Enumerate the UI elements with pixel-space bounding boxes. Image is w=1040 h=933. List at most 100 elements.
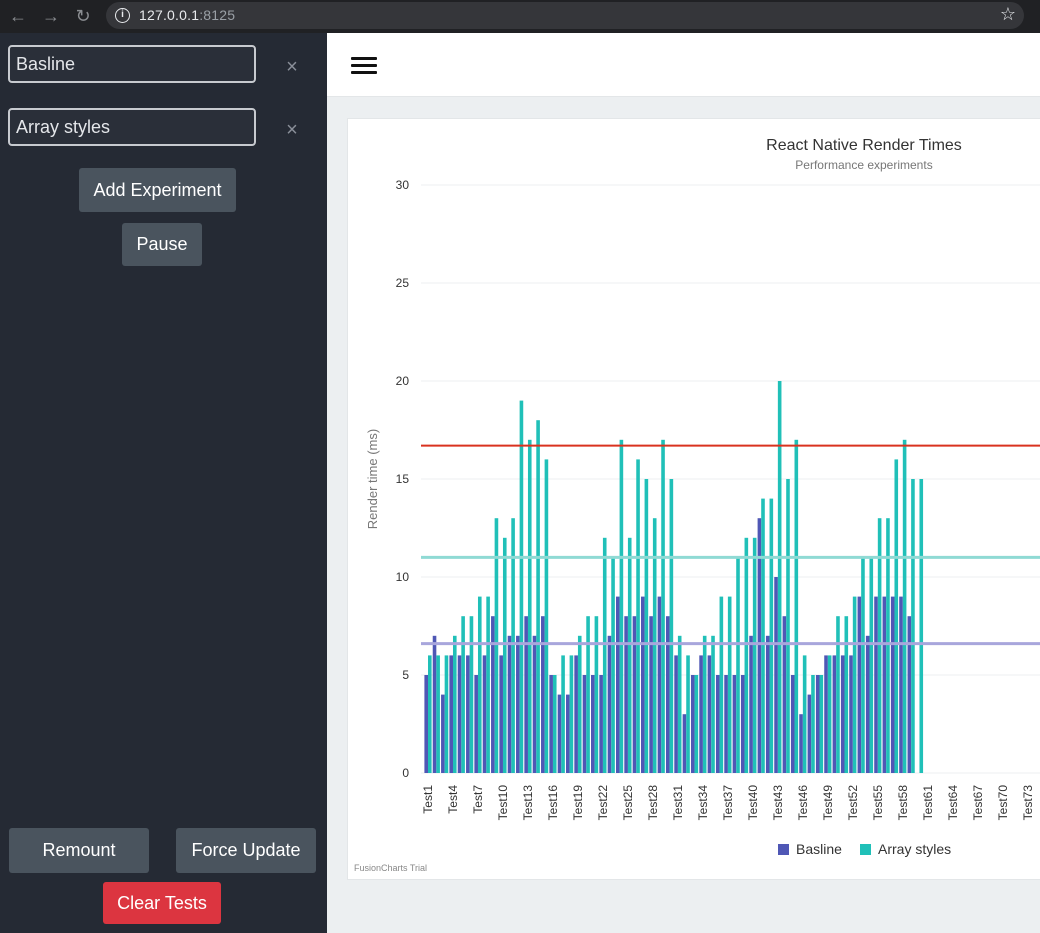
bar-basline [424,675,428,773]
url-host: 127.0.0.1 [139,7,200,23]
bar-basline [449,655,453,773]
bar-basline [715,675,720,773]
bar-array-styles [627,537,632,773]
chart-card: React Native Render Times Performance exp… [347,118,1040,880]
bar-basline [749,635,753,773]
site-info-icon[interactable]: i [115,8,130,23]
forward-arrow-icon[interactable]: → [42,6,60,26]
bar-basline [640,596,645,773]
bar-basline [732,675,737,773]
bar-basline [524,616,528,773]
hamburger-menu-icon[interactable] [351,57,377,75]
x-tick-label: Test25 [621,785,635,821]
bar-array-styles [736,557,740,773]
x-tick-label: Test16 [546,785,560,821]
back-arrow-icon[interactable]: ← [9,6,27,26]
bar-basline [674,655,678,773]
render-times-chart: React Native Render Times Performance exp… [365,137,1040,857]
url-port: :8125 [199,7,236,23]
y-tick-label: 25 [396,276,410,290]
bar-array-styles [652,518,657,773]
top-app-bar [327,33,1040,97]
legend-swatch-array-styles [860,844,871,855]
bar-array-styles [444,655,449,773]
remount-button[interactable]: Remount [9,828,149,873]
experiment-name-input-2[interactable] [8,108,256,146]
x-tick-label: Test19 [571,785,585,821]
chart-subtitle: Performance experiments [795,158,932,172]
bar-basline [441,694,445,773]
bar-basline [815,675,820,773]
clear-tests-button[interactable]: Clear Tests [103,882,221,924]
bar-basline [824,655,828,773]
bar-array-styles [802,655,807,773]
bar-basline [516,635,520,773]
x-tick-label: Test13 [521,785,535,821]
bar-basline [541,616,545,773]
bar-basline [857,596,862,773]
remove-experiment-1-icon[interactable]: × [286,56,298,78]
bar-array-styles [661,439,665,773]
bar-array-styles [619,439,624,773]
experiment-name-input-1[interactable] [8,45,256,83]
chart-title: React Native Render Times [766,137,962,154]
bar-array-styles [911,479,915,773]
address-bar[interactable]: i 127.0.0.1:8125 ☆ [106,2,1024,29]
bar-array-styles [636,459,640,773]
bar-array-styles [586,616,590,773]
bar-array-styles [719,596,724,773]
x-tick-label: Test7 [471,785,485,814]
bar-array-styles [486,596,490,773]
bar-array-styles [536,420,540,773]
y-tick-label: 10 [396,570,410,584]
reload-icon[interactable]: ↻ [75,6,91,26]
bar-array-styles [561,655,565,773]
bar-array-styles [752,537,757,773]
bar-basline [807,694,812,773]
bar-array-styles [761,498,765,773]
bar-array-styles [894,459,899,773]
bar-basline [874,596,878,773]
pause-button[interactable]: Pause [122,223,202,266]
bar-basline [615,596,620,773]
bar-basline [532,635,537,773]
bar-array-styles [477,596,482,773]
bar-array-styles [594,616,599,773]
bar-array-styles [644,479,649,773]
bar-basline [566,694,570,773]
bar-array-styles [727,596,732,773]
bar-array-styles [577,635,582,773]
bar-basline [899,596,903,773]
add-experiment-button[interactable]: Add Experiment [79,168,236,212]
bar-basline [607,635,612,773]
bar-array-styles [552,675,557,773]
x-tick-label: Test64 [946,785,960,821]
force-update-button[interactable]: Force Update [176,828,316,873]
bar-basline [591,675,595,773]
legend-label-array-styles: Array styles [878,841,951,857]
remove-experiment-2-icon[interactable]: × [286,119,298,141]
bar-basline [907,616,912,773]
x-tick-label: Test10 [496,785,510,821]
bar-array-styles [544,459,549,773]
bar-basline [774,577,778,773]
bar-array-styles [827,655,832,773]
x-tick-label: Test34 [696,785,710,821]
bar-basline [457,655,462,773]
url-text[interactable]: 127.0.0.1:8125 [139,7,235,23]
bar-array-styles [428,655,432,773]
bar-basline [790,675,795,773]
bar-array-styles [711,635,715,773]
bookmark-star-icon[interactable]: ☆ [999,4,1016,24]
bar-array-styles [844,616,849,773]
bar-array-styles [702,635,707,773]
x-tick-label: Test52 [846,785,860,821]
bar-array-styles [494,518,499,773]
x-tick-label: Test46 [796,785,810,821]
bar-array-styles [886,518,890,773]
bar-array-styles [794,439,799,773]
bar-basline [599,675,603,773]
bar-basline [507,635,512,773]
bar-basline [757,518,762,773]
bar-array-styles [677,635,682,773]
